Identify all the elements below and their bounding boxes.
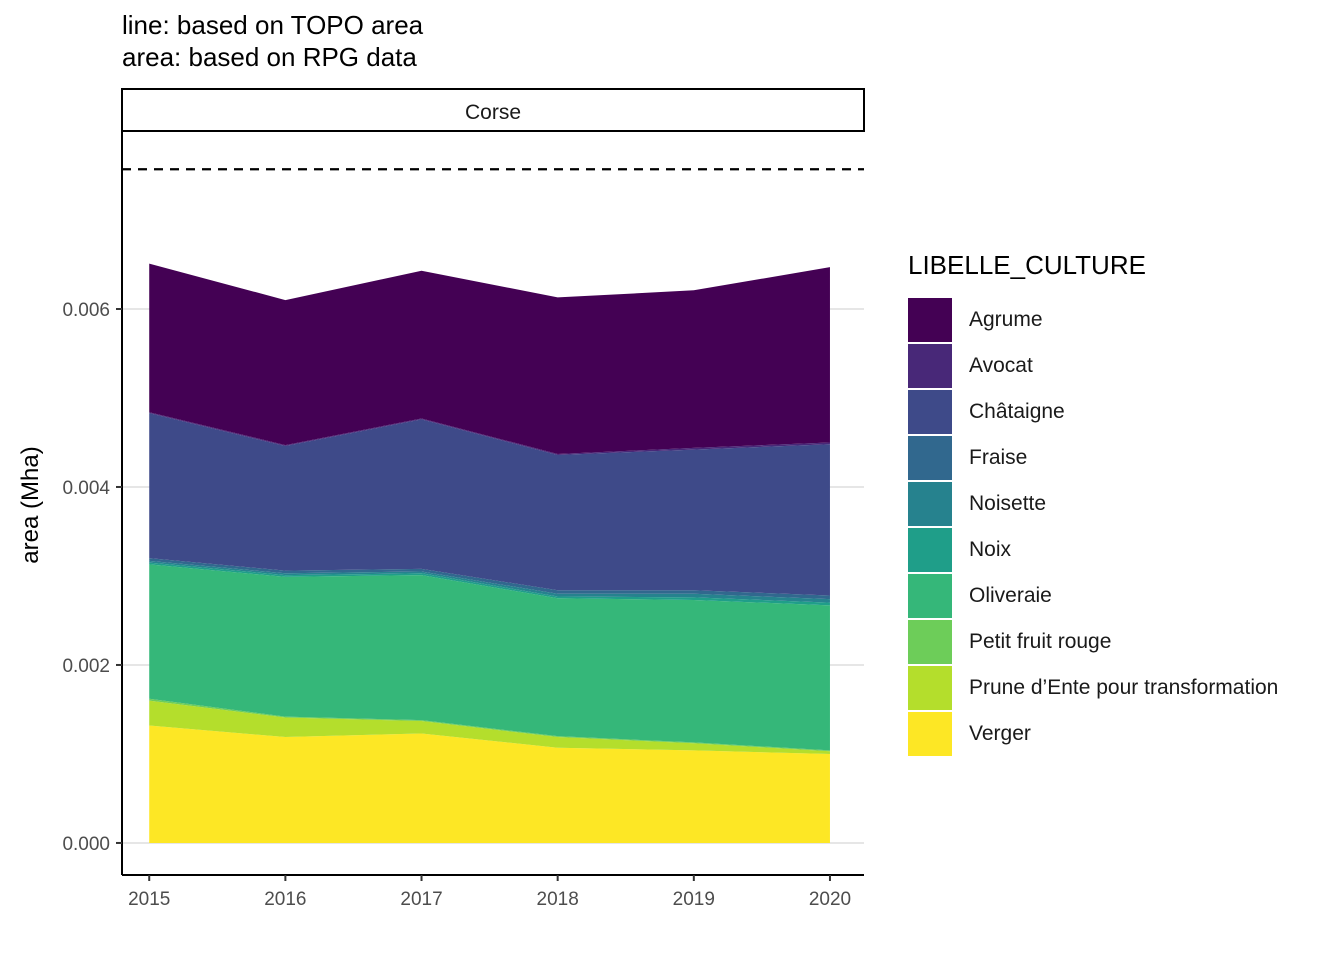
x-tick-label: 2015 <box>128 889 170 910</box>
area-agrume <box>149 263 830 455</box>
legend-label: Fraise <box>969 446 1028 469</box>
legend: LIBELLE_CULTURE Agrume Avocat Châtaigne Fra… <box>908 250 1278 757</box>
area-oliveraie <box>149 564 830 751</box>
legend-label: Verger <box>969 722 1031 745</box>
legend-key-swatch <box>908 390 952 434</box>
area-fraise <box>149 558 830 600</box>
x-tick-label: 2020 <box>809 889 851 910</box>
legend-key-swatch <box>908 344 952 388</box>
y-tick-label: 0.006 <box>62 300 110 321</box>
subtitle-line-1: line: based on TOPO area <box>122 10 424 40</box>
y-tick-label: 0.000 <box>62 834 110 855</box>
legend-key-swatch <box>908 620 952 664</box>
legend-label: Oliveraie <box>969 584 1052 607</box>
legend-items: Agrume Avocat Châtaigne Fraise Noisette Noix O… <box>908 297 1278 757</box>
x-tick-label: 2019 <box>673 889 715 910</box>
legend-item-noix: Noix <box>908 527 1278 573</box>
legend-label: Prune d’Ente pour transformation <box>969 676 1279 699</box>
area-verger <box>149 725 830 843</box>
legend-label: Avocat <box>969 354 1033 377</box>
legend-key-swatch <box>908 666 952 710</box>
subtitle-line-2: area: based on RPG data <box>122 42 417 72</box>
legend-key-swatch <box>908 528 952 572</box>
legend-item-verger: Verger <box>908 711 1278 757</box>
legend-title: LIBELLE_CULTURE <box>908 250 1146 280</box>
y-axis-title: area (Mha) <box>17 446 44 563</box>
legend-item-cha-taigne: Châtaigne <box>908 389 1278 435</box>
legend-label: Châtaigne <box>969 400 1065 423</box>
legend-label: Petit fruit rouge <box>969 630 1112 653</box>
area-prune-d-ente-pour-transformation <box>149 700 830 754</box>
legend-key-swatch <box>908 574 952 618</box>
legend-item-petit-fruit-rouge: Petit fruit rouge <box>908 619 1278 665</box>
legend-item-agrume: Agrume <box>908 297 1278 343</box>
legend-item-prune-d-ente-pour-transformation: Prune d’Ente pour transformation <box>908 665 1278 711</box>
legend-item-fraise: Fraise <box>908 435 1278 481</box>
facet-strip <box>121 88 865 132</box>
x-tick-label: 2016 <box>264 889 306 910</box>
y-tick-label: 0.002 <box>62 656 110 677</box>
legend-item-avocat: Avocat <box>908 343 1278 389</box>
legend-label: Noix <box>969 538 1012 561</box>
legend-label: Agrume <box>969 308 1043 331</box>
legend-key-swatch <box>908 712 952 756</box>
area-cha-taigne <box>149 413 830 596</box>
legend-key-swatch <box>908 482 952 526</box>
facet-strip-label: Corse <box>465 101 521 124</box>
legend-key-swatch <box>908 436 952 480</box>
legend-label: Noisette <box>969 492 1047 515</box>
legend-item-oliveraie: Oliveraie <box>908 573 1278 619</box>
legend-item-noisette: Noisette <box>908 481 1278 527</box>
y-tick-label: 0.004 <box>62 478 110 499</box>
area-noisette <box>149 560 830 603</box>
x-tick-label: 2017 <box>400 889 442 910</box>
area-noix <box>149 562 830 606</box>
legend-key-swatch <box>908 298 952 342</box>
x-tick-label: 2018 <box>537 889 579 910</box>
